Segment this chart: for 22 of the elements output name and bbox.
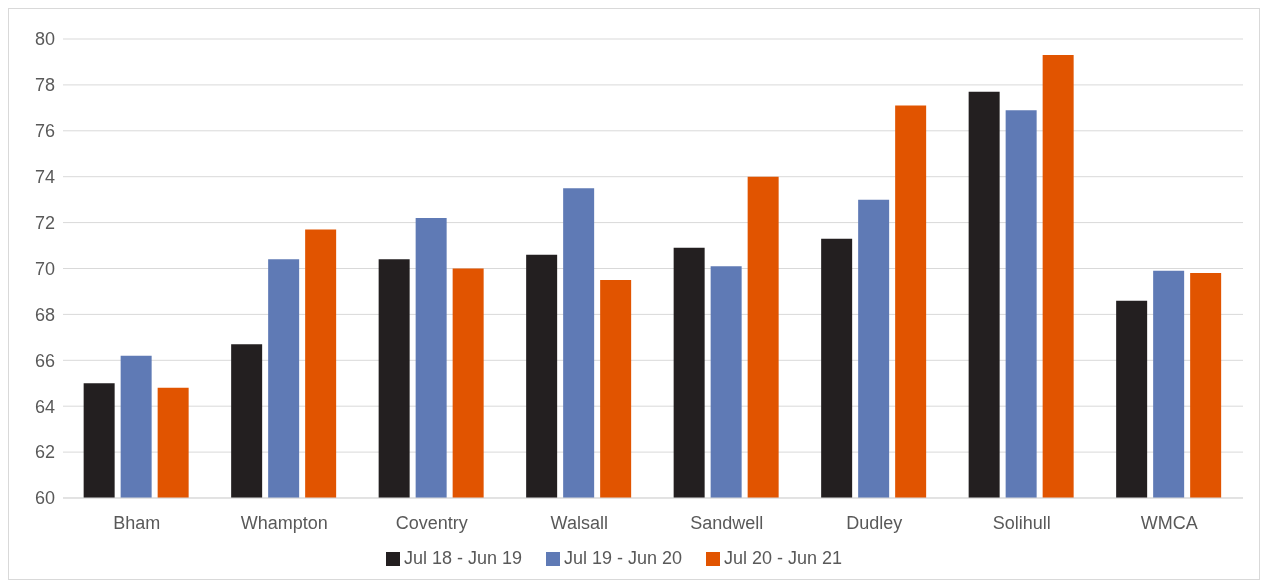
legend-label: Jul 18 - Jun 19 <box>403 548 522 568</box>
x-tick-label: Coventry <box>395 512 468 533</box>
x-tick-label: Whampton <box>240 512 328 533</box>
x-tick-label: Dudley <box>846 512 903 533</box>
y-tick-label: 64 <box>34 396 55 417</box>
y-tick-label: 70 <box>34 258 55 279</box>
x-tick-label: WMCA <box>1140 512 1198 533</box>
legend-label: Jul 20 - Jun 21 <box>724 548 843 568</box>
y-tick-label: 62 <box>34 442 55 463</box>
x-tick-label: Bham <box>113 512 161 533</box>
y-tick-label: 74 <box>34 167 55 188</box>
y-tick-label: 72 <box>34 212 55 233</box>
y-tick-label: 80 <box>34 29 55 50</box>
x-tick-label: Sandwell <box>690 512 764 533</box>
y-tick-label: 68 <box>34 304 55 325</box>
y-tick-label: 76 <box>34 121 55 142</box>
y-tick-label: 78 <box>34 75 55 96</box>
y-tick-label: 66 <box>34 350 55 371</box>
x-tick-label: Walsall <box>550 512 608 533</box>
y-tick-label: 60 <box>34 488 55 509</box>
legend-label: Jul 19 - Jun 20 <box>563 548 683 568</box>
x-tick-label: Solihull <box>992 512 1051 533</box>
